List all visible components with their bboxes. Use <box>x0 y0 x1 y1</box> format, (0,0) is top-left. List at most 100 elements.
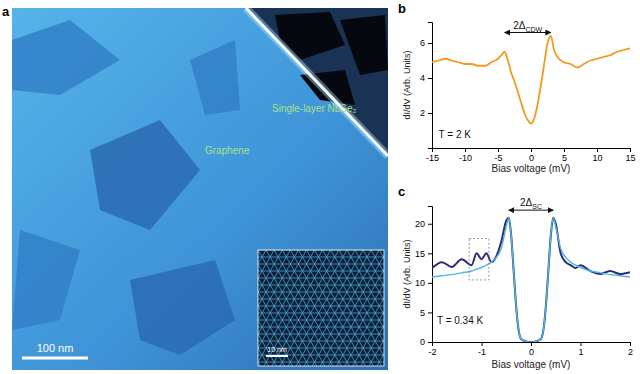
x-tick-mark <box>630 342 631 346</box>
x-tick: -2 <box>428 342 436 357</box>
y-axis-title: dI/dV (Arb. Units) <box>402 50 412 119</box>
lattice-line <box>379 250 384 366</box>
y-tick-label: 15 <box>415 249 425 259</box>
y-axis-line <box>428 207 433 343</box>
x-tick-label: -10 <box>459 153 472 163</box>
x-tick-label: -15 <box>426 153 439 163</box>
y-axis: 2 4 6 <box>420 23 433 149</box>
x-tick: -10 <box>459 148 472 163</box>
scale-bar <box>22 357 88 360</box>
lattice-line <box>258 250 298 366</box>
x-tick-label: 0 <box>529 153 534 163</box>
step-edge-glow <box>246 8 388 156</box>
y-tick-mark <box>428 43 432 44</box>
chart: -2-101205101520Bias voltage (mV)dI/dV (A… <box>398 184 633 370</box>
series-line <box>432 218 630 342</box>
x-tick: 1 <box>578 342 583 357</box>
lattice-line <box>304 250 371 366</box>
inset-scale-label: 10 nm <box>267 346 287 353</box>
lattice-line <box>377 250 384 366</box>
y-tick-label: 5 <box>420 308 425 318</box>
y-tick-label: 10 <box>415 278 425 288</box>
lattice-line <box>258 250 325 366</box>
y-tick: 6 <box>420 38 432 48</box>
x-tick: 15 <box>625 148 635 163</box>
scale-bar-label: 100 nm <box>37 342 74 354</box>
x-tick-mark <box>564 148 565 152</box>
x-axis-line <box>433 343 631 347</box>
lattice-line <box>288 250 355 366</box>
x-tick-mark <box>597 148 598 152</box>
y-tick-mark <box>428 312 432 313</box>
x-tick: -5 <box>494 148 502 163</box>
image-background <box>12 8 388 370</box>
x-tick: 5 <box>562 148 567 163</box>
y-axis: 0 5 10 15 20 <box>415 207 433 348</box>
chart: -15-10-5051015246Bias voltage (mV)dI/dV … <box>398 1 636 174</box>
x-tick-mark <box>581 342 582 346</box>
x-tick-label: -5 <box>494 153 502 163</box>
x-axis-line <box>433 149 631 153</box>
lattice-line <box>290 250 357 366</box>
y-tick: 5 <box>420 308 432 318</box>
lattice-line <box>282 250 349 366</box>
lattice-line <box>361 250 384 366</box>
y-tick: 20 <box>415 219 432 229</box>
gap-label: 2ΔSC <box>520 197 542 210</box>
lattice-line <box>258 285 384 286</box>
lattice-line <box>258 313 384 314</box>
y-tick-label: 6 <box>420 38 425 48</box>
x-tick-label: 15 <box>625 153 635 163</box>
lattice-line <box>258 257 384 258</box>
lattice-line <box>258 327 384 328</box>
y-tick: 0 <box>420 337 432 347</box>
lattice-line <box>258 264 384 265</box>
y-tick-mark <box>428 283 432 284</box>
x-tick-label: 1 <box>578 347 583 357</box>
lattice-line <box>345 250 384 366</box>
y-tick: 15 <box>415 249 432 259</box>
region-label: Graphene <box>205 145 250 156</box>
lattice-line <box>258 306 384 307</box>
x-tick: -1 <box>478 342 486 357</box>
lattice-line <box>258 362 384 363</box>
lattice-line <box>320 250 384 366</box>
lattice-line <box>266 250 333 366</box>
terrace <box>130 260 235 355</box>
annotation: T = 2 K <box>439 129 472 140</box>
x-tick-mark <box>630 148 631 152</box>
y-tick-mark <box>428 342 432 343</box>
terrace <box>190 40 240 115</box>
x-tick: 0 <box>529 342 534 357</box>
lattice-line <box>280 250 347 366</box>
x-tick-label: 0 <box>529 347 534 357</box>
y-tick-label: 0 <box>420 337 425 347</box>
panel-label: b <box>398 1 406 16</box>
y-tick-label: 20 <box>415 219 425 229</box>
highlight-box <box>469 239 489 280</box>
y-tick-label: 4 <box>420 73 425 83</box>
hole <box>340 15 388 75</box>
y-tick: 10 <box>415 278 432 288</box>
y-axis-line <box>428 23 433 149</box>
step-edge <box>246 8 388 156</box>
lattice-line <box>258 341 384 342</box>
annotation: T = 0.34 K <box>437 315 484 326</box>
lattice-line <box>258 278 384 279</box>
lattice-line <box>337 250 384 366</box>
y-tick-mark <box>428 224 432 225</box>
x-tick: 0 <box>529 148 534 163</box>
plot-area <box>432 218 630 342</box>
lattice-line <box>369 250 384 366</box>
y-tick-label: 2 <box>420 108 425 118</box>
plot-area <box>432 36 630 124</box>
x-tick-label: 2 <box>628 347 633 357</box>
y-tick: 4 <box>420 73 432 83</box>
panel-label: c <box>398 184 405 199</box>
inset <box>258 250 384 366</box>
terrace <box>12 20 120 95</box>
lattice-line <box>258 299 384 300</box>
y-tick-mark <box>428 78 432 79</box>
x-tick-mark <box>531 342 532 346</box>
x-axis-title: Bias voltage (mV) <box>492 359 571 370</box>
